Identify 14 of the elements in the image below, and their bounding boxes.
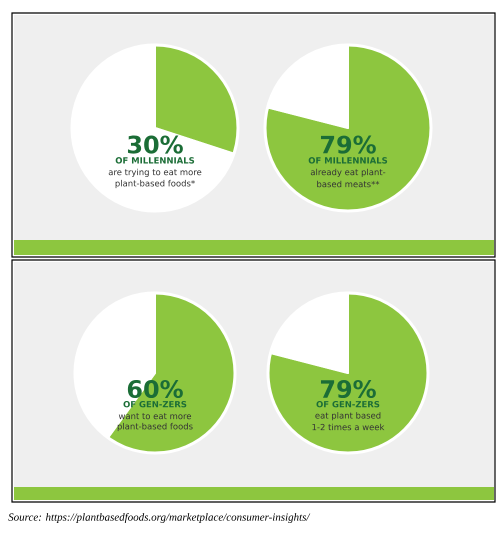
text: 1-2 times a week bbox=[312, 424, 384, 430]
text: OF MILLENNIALS bbox=[116, 157, 194, 164]
text: plant-based foods bbox=[118, 422, 193, 432]
text: 79% bbox=[320, 136, 376, 154]
text: 79% bbox=[320, 380, 376, 398]
text: eat plant based bbox=[315, 412, 380, 420]
text: already eat plant- bbox=[310, 168, 386, 177]
text: based meats** bbox=[317, 180, 380, 188]
text: plant-based foods* bbox=[116, 180, 195, 188]
text: 30% bbox=[128, 136, 183, 154]
source-note: Source: https://plantbasedfoods.org/marketplace/consumer-insights/ bbox=[8, 512, 310, 524]
text: OF GEN-ZERS bbox=[316, 400, 380, 408]
text: OF MILLENNIALS bbox=[308, 157, 388, 164]
text: are trying to eat more bbox=[108, 168, 202, 177]
